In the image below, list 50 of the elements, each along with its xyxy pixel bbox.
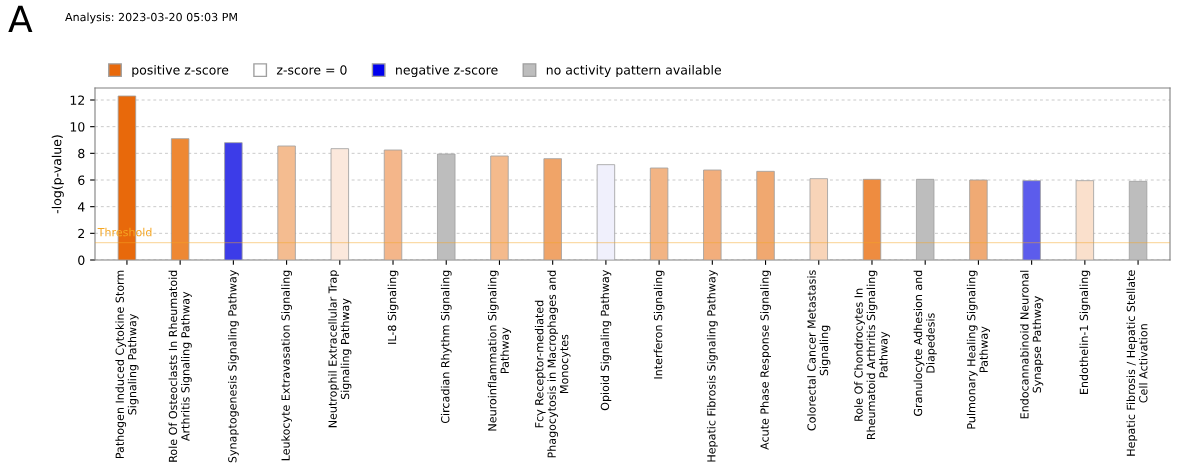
x-tick-label: Neutrophil Extracellular Trap Signaling Pathway [328, 270, 352, 428]
legend-label: no activity pattern available [546, 64, 721, 78]
bar [383, 149, 403, 260]
bar [170, 138, 190, 260]
legend-label: negative z-score [396, 64, 498, 78]
x-tick-label: Colorectal Cancer Metastasis Signaling [807, 270, 831, 431]
x-tick-label: Fcγ Receptor-mediated Phagocytosis in Macrophages and Monocytes [534, 270, 571, 458]
bar [330, 148, 349, 260]
x-tick-label: Acute Phase Response Signaling [760, 270, 771, 450]
x-tick-label: Pulmonary Healing Signaling Pathway [966, 270, 991, 429]
legend-label: z-score = 0 [276, 65, 347, 75]
bar [756, 170, 775, 260]
bar [809, 178, 828, 260]
chart-title: Analysis: 2023-03-20 05:03 PM [65, 12, 237, 24]
x-tick-label: Granulocyte Adhesion and Diapedesis [913, 270, 937, 416]
y-tick-label: 0 [78, 255, 85, 265]
x-tick-label: Leukocyte Extravasation Signaling [281, 270, 292, 461]
x-tick-label: Hepatic Fibrosis / Hepatic Stellate Cell Activation [1126, 270, 1148, 456]
bar [649, 167, 669, 260]
x-tick-label: Synaptogenesis Signaling Pathway [227, 270, 239, 463]
x-tick-label: Circadian Rhythm Signaling [440, 270, 452, 424]
bar [543, 158, 562, 260]
bar [969, 179, 988, 260]
legend-label: positive z-score [132, 64, 229, 78]
bar [596, 164, 616, 260]
y-tick-label: 2 [78, 228, 85, 239]
y-tick-label: 8 [78, 148, 85, 159]
x-tick-label: Role Of Osteoclasts In Rheumatoid Arthritis Signaling Pathway [168, 270, 192, 462]
x-tick-label: IL-8 Signaling [387, 270, 399, 344]
x-tick-label: Pathogen Induced Cytokine Storm Signaling Pathway [115, 270, 139, 459]
x-tick-label: Neuroinflammation Signaling Pathway [487, 270, 512, 431]
y-tick-label: 10 [70, 122, 85, 132]
x-tick-label: Endothelin-1 Signaling [1079, 270, 1091, 394]
bar [490, 155, 509, 260]
bar [1075, 180, 1095, 260]
x-tick-label: Opioid Signaling Pathway [600, 270, 612, 411]
y-tick-label: 6 [78, 175, 85, 185]
bar [703, 169, 722, 260]
bar [277, 145, 296, 260]
y-axis-title: -log(p-value) [51, 135, 64, 214]
bar [1022, 180, 1041, 260]
text: A [8, 5, 33, 32]
x-tick-label: Endocannabinoid Neuronal Synapse Pathway [1020, 270, 1044, 419]
y-tick-label: 12 [70, 95, 85, 105]
x-tick-label: Interferon Signaling [653, 270, 665, 379]
bar [862, 178, 882, 260]
x-tick-label: Hepatic Fibrosis Signaling Pathway [706, 270, 718, 462]
y-tick-label: 4 [77, 202, 85, 212]
bar [224, 142, 243, 260]
x-tick-label: Role Of Chondrocytes In Rheumatoid Arthritis Signaling Pathway [854, 270, 890, 440]
